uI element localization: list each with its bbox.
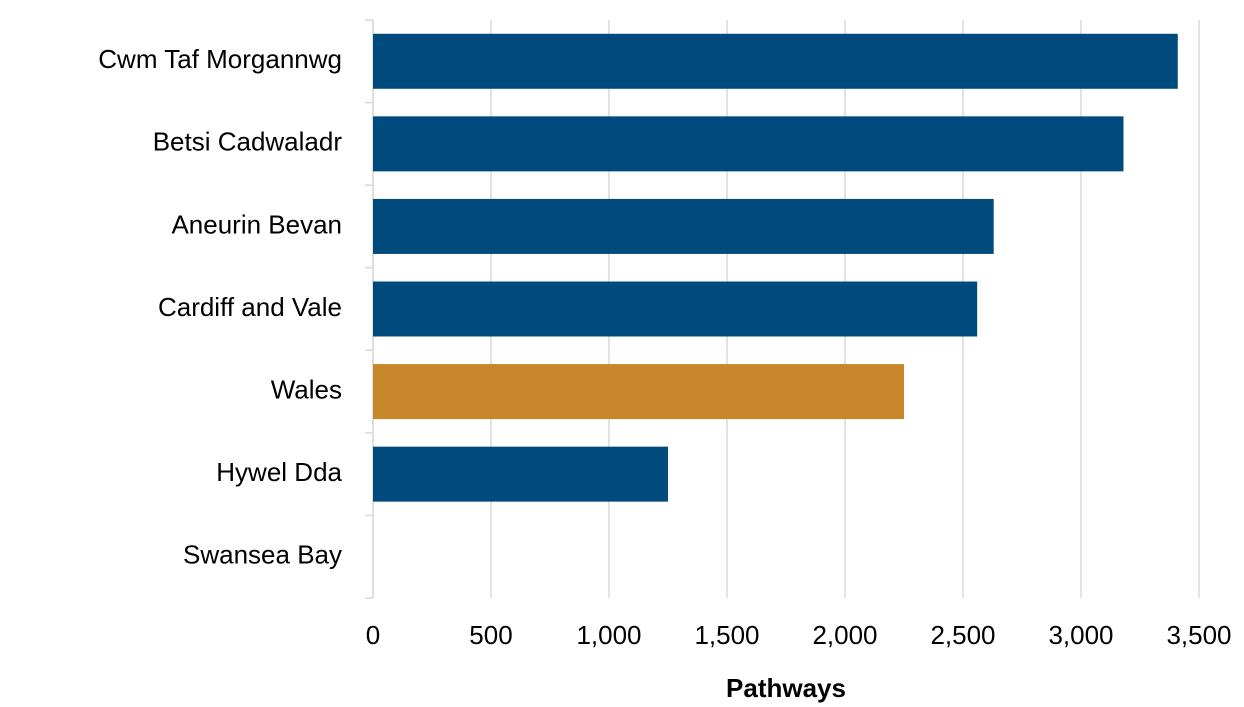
bar [373,116,1124,172]
bar [373,33,1178,89]
bar [373,281,978,337]
bar [373,364,904,420]
x-tick-label: 2,000 [812,620,877,650]
bar [373,198,994,254]
x-tick-label: 0 [366,620,380,650]
y-tick-label: Betsi Cadwaladr [153,127,343,157]
y-tick-label: Hywel Dda [216,457,342,487]
x-tick-label: 1,000 [576,620,641,650]
x-tick-label: 3,000 [1048,620,1113,650]
x-axis-title: Pathways [726,673,846,703]
x-tick-label: 2,500 [930,620,995,650]
y-tick-label: Swansea Bay [183,540,342,570]
x-tick-label: 500 [469,620,512,650]
y-tick-label: Wales [271,374,342,404]
y-tick-label: Cardiff and Vale [158,292,342,322]
y-tick-label: Cwm Taf Morgannwg [98,44,342,74]
x-tick-label: 1,500 [694,620,759,650]
bar [373,446,668,502]
y-tick-label: Aneurin Bevan [171,209,342,239]
x-tick-label: 3,500 [1166,620,1231,650]
